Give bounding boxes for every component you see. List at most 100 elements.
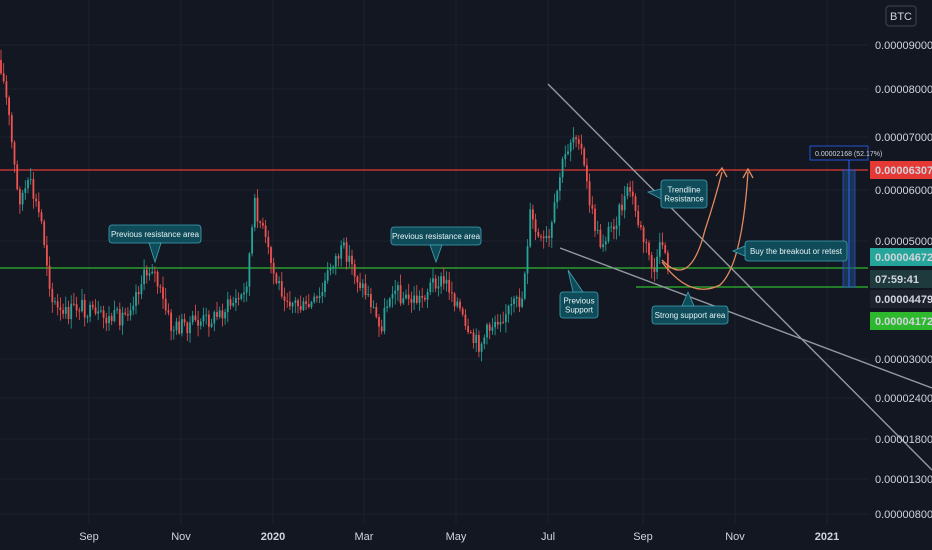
candle-body — [21, 192, 24, 205]
candle-body — [232, 302, 235, 306]
candle-body — [324, 280, 326, 293]
candle-body — [359, 282, 361, 288]
candle-body — [56, 301, 59, 308]
candle-body — [469, 332, 472, 334]
candle-body — [615, 225, 618, 230]
callout-text: Previous resistance area — [111, 230, 200, 239]
candle-body — [91, 304, 94, 308]
candle-body — [310, 302, 313, 308]
candle-body — [326, 270, 329, 281]
candle-body — [634, 196, 637, 211]
candle-body — [62, 310, 64, 314]
candle-body — [451, 292, 453, 294]
candle-body — [100, 310, 102, 312]
candle-body — [553, 202, 556, 223]
retest-arrowhead — [742, 167, 754, 179]
candle-body — [353, 264, 356, 277]
descending-trendline — [547, 83, 932, 471]
y-tick-label: 0.00005000 — [875, 236, 932, 248]
candle-body — [642, 227, 645, 243]
candle-body — [19, 189, 21, 205]
candle-body — [283, 296, 286, 301]
candle-body — [542, 236, 545, 239]
callout-text: Buy the breakout or retest — [750, 247, 843, 256]
symbol-badge-text: BTC — [890, 11, 912, 23]
candle-body — [159, 286, 162, 288]
candle-body — [124, 312, 127, 315]
candle-body — [656, 256, 658, 272]
candle-body — [540, 236, 542, 238]
candle-body — [429, 282, 432, 293]
x-tick-label: 2020 — [261, 531, 285, 543]
candle-body — [270, 247, 272, 263]
candle-body — [407, 294, 410, 300]
price-tag-box — [870, 312, 932, 330]
candle-body — [154, 271, 156, 273]
candle-body — [329, 268, 332, 271]
candle-body — [307, 303, 310, 308]
candle-body — [305, 301, 307, 304]
candle-body — [43, 221, 46, 245]
price-tag: 0.00004172 — [870, 312, 932, 330]
candle-body — [461, 308, 464, 315]
candle-body — [181, 319, 183, 334]
candle-body — [402, 298, 405, 304]
candle-body — [59, 307, 62, 311]
y-axis[interactable]: 0.00009000 0.00008000 0.00007000 0.00006000… — [870, 40, 932, 521]
candle-body — [448, 279, 451, 293]
candle-body — [0, 60, 2, 74]
candle-body — [278, 281, 280, 284]
candle-body — [386, 306, 388, 308]
candle-body — [108, 316, 110, 324]
candle-body — [248, 253, 251, 287]
x-tick-label: Mar — [355, 531, 374, 543]
candle-body — [356, 276, 359, 283]
price-tag-box — [870, 270, 932, 288]
candle-body — [507, 305, 510, 315]
candle-body — [667, 252, 669, 271]
candle-body — [27, 180, 29, 189]
candle-body — [256, 197, 259, 222]
candle-body — [129, 310, 132, 316]
candle-body — [135, 292, 137, 306]
candle-body — [218, 310, 221, 317]
candle-body — [118, 308, 121, 326]
x-axis[interactable]: Sep Nov 2020 Mar May Jul Sep Nov 2021 — [79, 531, 839, 543]
candle-body — [343, 242, 345, 246]
candle-body — [70, 303, 73, 320]
candle-body — [445, 279, 448, 284]
candle-body — [35, 198, 37, 202]
candle-body — [513, 298, 515, 305]
candle-body — [375, 307, 378, 318]
candle-body — [235, 298, 237, 303]
candle-body — [191, 315, 194, 323]
candle-body — [591, 205, 594, 209]
candle-body — [415, 295, 418, 303]
candle-body — [143, 269, 145, 285]
candle-body — [456, 301, 459, 307]
callout-text: Previous resistance area — [392, 232, 481, 241]
candle-body — [83, 299, 86, 318]
candle-body — [175, 321, 178, 331]
candle-body — [424, 297, 426, 300]
candle-body — [318, 295, 321, 299]
candle-body — [78, 310, 81, 312]
x-tick-label: Sep — [633, 531, 653, 543]
candle-body — [664, 245, 667, 253]
callout-pointer — [567, 269, 584, 293]
breakout-arrow — [661, 171, 723, 271]
candle-body — [299, 306, 302, 310]
candle-body — [94, 307, 97, 314]
candle-body — [370, 294, 372, 308]
candle-body — [537, 231, 540, 237]
price-tag: 07:59:41 — [870, 270, 932, 288]
candle-body — [291, 302, 294, 307]
candle-body — [224, 312, 226, 319]
candle-body — [464, 314, 467, 326]
candle-body — [113, 310, 116, 322]
candle-body — [170, 312, 172, 331]
candle-body — [172, 330, 175, 332]
candle-body — [24, 188, 27, 193]
candle-body — [5, 81, 8, 98]
